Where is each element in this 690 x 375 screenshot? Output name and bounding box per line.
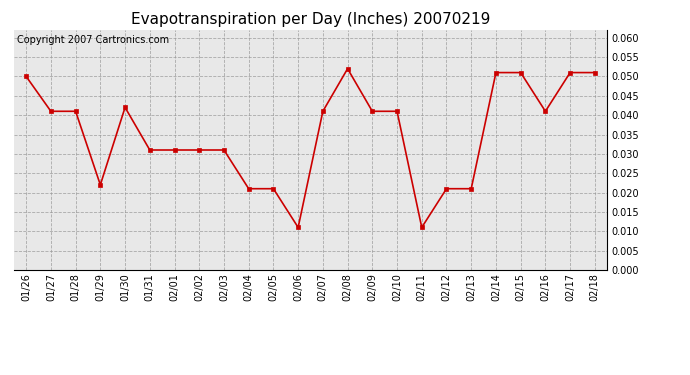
Text: Copyright 2007 Cartronics.com: Copyright 2007 Cartronics.com bbox=[17, 35, 169, 45]
Title: Evapotranspiration per Day (Inches) 20070219: Evapotranspiration per Day (Inches) 2007… bbox=[131, 12, 490, 27]
